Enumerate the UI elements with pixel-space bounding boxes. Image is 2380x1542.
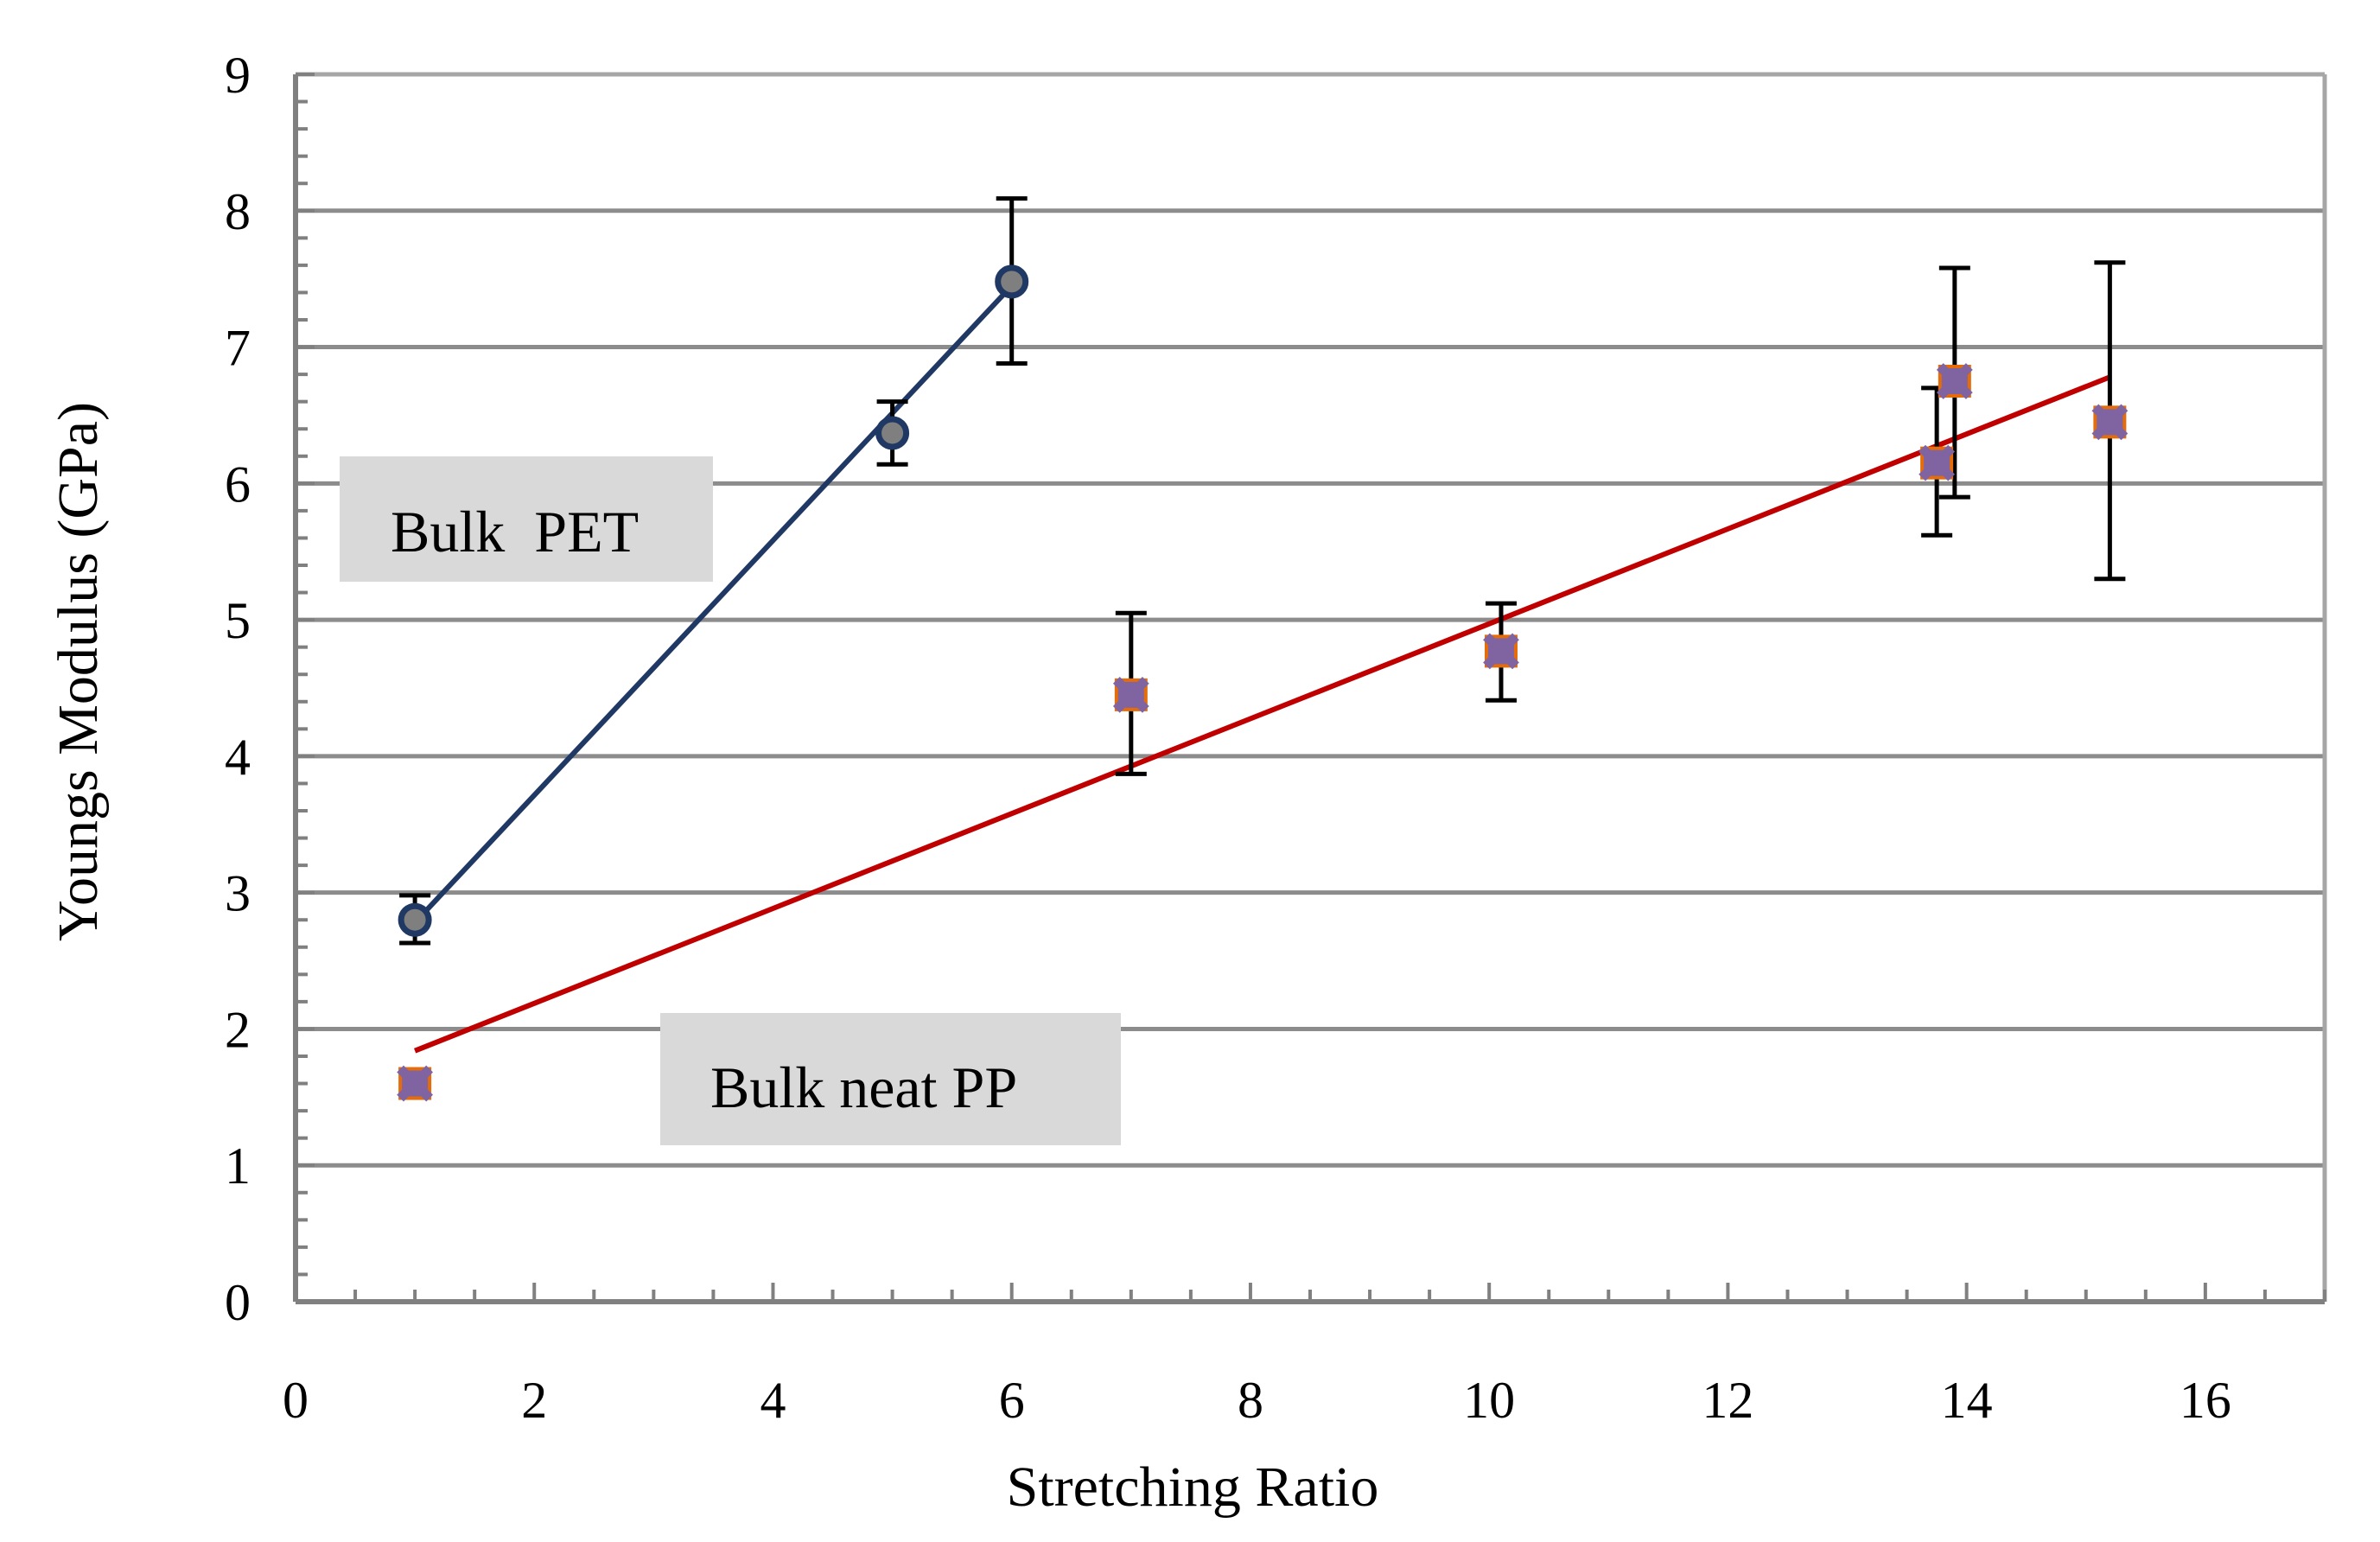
marker-pet-1: [875, 416, 910, 450]
marker-pp-4: [1936, 363, 1973, 399]
marker-pet-0: [398, 902, 432, 937]
trendline-pet: [412, 284, 1014, 925]
annotation-box-pet: [340, 456, 713, 582]
trendline-pp: [414, 374, 2111, 1054]
y-tick-label-8: 8: [225, 183, 251, 240]
y-tick-label-3: 3: [225, 865, 251, 922]
marker-cross-b: [1919, 444, 1956, 481]
y-tick-label-1: 1: [225, 1137, 251, 1195]
x-tick-label-14: 14: [1941, 1372, 1993, 1429]
annotations: Bulk PET Bulk neat PP: [340, 456, 1121, 1145]
x-axis-title: Stretching Ratio: [1007, 1456, 1379, 1519]
marker-pp-1: [1112, 676, 1149, 713]
marker-cross-b: [1483, 633, 1519, 670]
y-tick-label-7: 7: [225, 320, 251, 377]
marker-pp-0: [397, 1065, 434, 1102]
x-tick-label-16: 16: [2180, 1372, 2231, 1429]
axis-ticks: [294, 73, 2326, 1303]
marker-cross-b: [1936, 363, 1973, 399]
annotation-bulk-pet: Bulk PET: [391, 499, 639, 564]
data-markers: [397, 264, 2129, 1102]
x-tick-label-12: 12: [1702, 1372, 1753, 1429]
annotation-bulk-neat-pp: Bulk neat PP: [710, 1055, 1017, 1120]
marker-cross-b: [1112, 676, 1149, 713]
y-tick-label-9: 9: [225, 47, 251, 104]
y-tick-label-5: 5: [225, 592, 251, 649]
marker-pp-2: [1483, 633, 1519, 670]
x-tick-label-10: 10: [1463, 1372, 1515, 1429]
y-tick-label-2: 2: [225, 1001, 251, 1058]
marker-cross-b: [2091, 404, 2129, 441]
x-tick-label-0: 0: [283, 1372, 309, 1429]
marker-pp-5: [2091, 404, 2129, 441]
y-tick-label-0: 0: [225, 1274, 251, 1331]
plot-frame: [293, 72, 2327, 1304]
x-tick-label-2: 2: [521, 1372, 547, 1429]
y-axis-title: Youngs Modulus (GPa): [47, 402, 110, 941]
x-tick-label-8: 8: [1238, 1372, 1263, 1429]
trend-lines: [412, 284, 2111, 1054]
grid: [296, 208, 2325, 1168]
x-tick-label-6: 6: [999, 1372, 1025, 1429]
x-tick-label-4: 4: [760, 1372, 786, 1429]
y-tick-label-4: 4: [225, 729, 251, 786]
annotation-box-pp: [660, 1013, 1121, 1145]
marker-cross-b: [397, 1065, 434, 1102]
marker-pp-3: [1919, 444, 1956, 481]
marker-pet-2: [995, 264, 1029, 299]
y-tick-label-6: 6: [225, 456, 251, 513]
